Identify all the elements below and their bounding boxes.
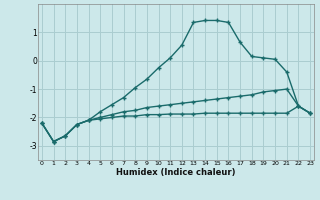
X-axis label: Humidex (Indice chaleur): Humidex (Indice chaleur) xyxy=(116,168,236,177)
